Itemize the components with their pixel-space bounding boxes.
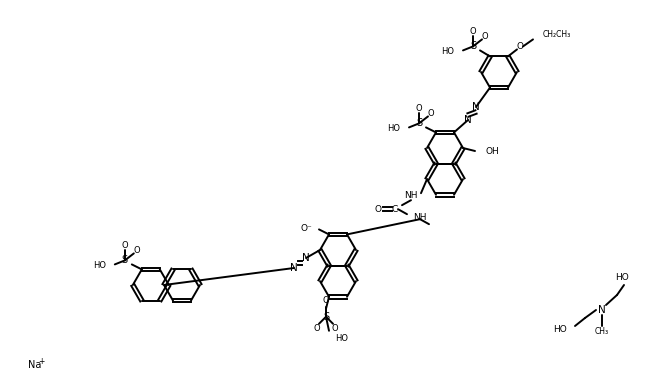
Text: O: O xyxy=(428,109,434,118)
Text: S: S xyxy=(416,118,422,128)
Text: NH: NH xyxy=(404,191,418,200)
Text: HO: HO xyxy=(93,261,106,270)
Text: NH: NH xyxy=(413,213,426,222)
Text: HO: HO xyxy=(553,326,567,334)
Text: O: O xyxy=(482,32,488,41)
Text: O: O xyxy=(516,42,524,51)
Text: S: S xyxy=(470,42,476,52)
Text: Na: Na xyxy=(28,360,41,370)
Text: N: N xyxy=(598,305,606,315)
Text: O: O xyxy=(374,205,382,214)
Text: O: O xyxy=(133,246,140,255)
Text: HO: HO xyxy=(441,47,454,56)
Text: O: O xyxy=(331,324,338,333)
Text: HO: HO xyxy=(387,124,400,133)
Text: N: N xyxy=(464,115,472,125)
Text: O⁻: O⁻ xyxy=(300,224,312,233)
Text: OH: OH xyxy=(485,147,499,156)
Text: O: O xyxy=(313,324,320,333)
Text: CH₂CH₃: CH₂CH₃ xyxy=(543,30,571,39)
Text: +: + xyxy=(38,357,45,367)
Text: C: C xyxy=(392,205,398,214)
Text: O: O xyxy=(470,27,476,36)
Text: S: S xyxy=(122,255,128,265)
Text: O: O xyxy=(121,241,128,250)
Text: S: S xyxy=(323,312,329,322)
Text: N: N xyxy=(302,253,310,263)
Text: CH₃: CH₃ xyxy=(595,327,609,336)
Text: N: N xyxy=(290,263,298,273)
Text: O: O xyxy=(416,104,422,113)
Text: N: N xyxy=(472,102,480,112)
Text: HO: HO xyxy=(335,334,348,343)
Text: O: O xyxy=(323,296,329,305)
Text: HO: HO xyxy=(615,274,629,282)
